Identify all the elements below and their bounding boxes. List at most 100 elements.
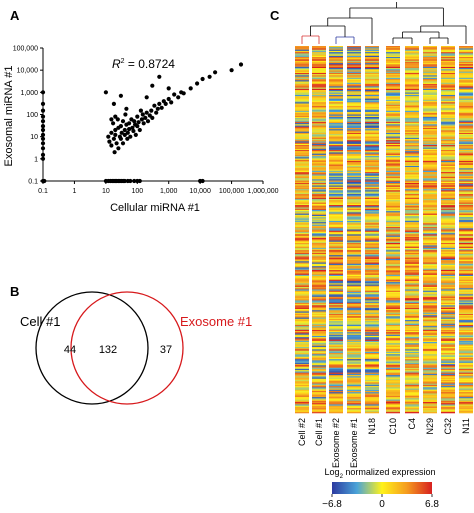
heatmap-cell	[386, 152, 400, 154]
heatmap-cell	[405, 94, 419, 97]
heatmap-cell	[459, 160, 473, 163]
heatmap-cell	[441, 296, 455, 299]
heatmap-cell	[386, 86, 400, 88]
heatmap-cell	[347, 228, 361, 230]
heatmap-cell	[312, 97, 326, 99]
heatmap-cell	[295, 96, 309, 98]
heatmap-cell	[441, 252, 455, 255]
heatmap-cell	[441, 57, 455, 59]
heatmap-cell	[347, 101, 361, 103]
heatmap-cell	[329, 379, 343, 382]
heatmap-cell	[329, 389, 343, 392]
heatmap-cell	[365, 58, 379, 60]
heatmap-cell	[386, 60, 400, 63]
heatmap-cell	[441, 331, 455, 333]
heatmap-cell	[365, 324, 379, 327]
heatmap-cell	[441, 140, 455, 142]
heatmap-cell	[347, 355, 361, 358]
heatmap-cell	[386, 234, 400, 236]
heatmap-cell	[329, 233, 343, 235]
heatmap-cell	[347, 118, 361, 120]
heatmap-cell	[423, 261, 437, 263]
heatmap-cell	[405, 136, 419, 139]
heatmap-cell	[459, 346, 473, 349]
heatmap-cell	[365, 127, 379, 130]
heatmap-cell	[295, 377, 309, 380]
heatmap-cell	[459, 316, 473, 318]
heatmap-cell	[386, 344, 400, 347]
heatmap-cell	[295, 152, 309, 154]
heatmap-cell	[295, 350, 309, 353]
heatmap-cell	[365, 404, 379, 406]
heatmap-cell	[329, 275, 343, 278]
scatter-point	[136, 120, 141, 125]
heatmap-cell	[423, 309, 437, 311]
heatmap-cell	[386, 340, 400, 343]
heatmap-cell	[295, 357, 309, 360]
heatmap-cell	[441, 174, 455, 176]
heatmap-cell	[329, 101, 343, 103]
heatmap-cell	[405, 328, 419, 331]
heatmap-cell	[347, 224, 361, 227]
heatmap-cell	[365, 170, 379, 173]
heatmap-cell	[295, 127, 309, 130]
heatmap-cell	[295, 280, 309, 283]
heatmap-cell	[386, 127, 400, 130]
heatmap-cell	[312, 298, 326, 300]
heatmap-cell	[312, 220, 326, 223]
heatmap-cell	[441, 118, 455, 120]
heatmap-cell	[365, 236, 379, 239]
heatmap-cell	[329, 167, 343, 169]
heatmap-cell	[459, 411, 473, 414]
heatmap-cell	[441, 411, 455, 414]
heatmap-cell	[441, 50, 455, 53]
heatmap-cell	[441, 55, 455, 58]
heatmap-cell	[459, 209, 473, 212]
heatmap-cell	[295, 219, 309, 222]
heatmap-cell	[347, 115, 361, 118]
heatmap-cell	[347, 273, 361, 276]
heatmap-cell	[423, 384, 437, 387]
heatmap-cell	[295, 160, 309, 163]
heatmap-cell	[459, 310, 473, 312]
heatmap-cell	[295, 267, 309, 269]
scatter-point	[118, 136, 123, 141]
heatmap-cell	[459, 408, 473, 410]
heatmap-cell	[347, 271, 361, 273]
heatmap-cell	[405, 368, 419, 371]
heatmap-cell	[312, 172, 326, 174]
heatmap-cell	[295, 255, 309, 257]
heatmap-cell	[329, 238, 343, 240]
heatmap-cell	[459, 255, 473, 257]
heatmap-cell	[365, 167, 379, 169]
heatmap-cell	[459, 146, 473, 148]
heatmap-cell	[441, 343, 455, 345]
heatmap-cell	[365, 88, 379, 91]
heatmap-cell	[441, 109, 455, 112]
heatmap-cell	[312, 57, 326, 59]
heatmap-cell	[441, 253, 455, 256]
heatmap-cell	[347, 47, 361, 49]
heatmap-cell	[459, 87, 473, 90]
heatmap-cell	[329, 81, 343, 83]
heatmap-cell	[347, 299, 361, 301]
heatmap-cell	[329, 196, 343, 198]
heatmap-cell	[365, 327, 379, 329]
heatmap-cell	[312, 145, 326, 147]
venn-count-exosome-only: 37	[160, 344, 172, 356]
heatmap-cell	[347, 349, 361, 351]
heatmap-cell	[386, 156, 400, 158]
heatmap-cell	[329, 349, 343, 351]
heatmap-cell	[329, 66, 343, 69]
heatmap-cell	[295, 386, 309, 388]
heatmap-cell	[312, 60, 326, 63]
heatmap-cell	[365, 242, 379, 245]
heatmap-cell	[347, 98, 361, 101]
heatmap-cell	[459, 306, 473, 309]
heatmap-cell	[347, 107, 361, 109]
heatmap-cell	[312, 176, 326, 179]
heatmap-cell	[441, 142, 455, 145]
venn-set-label-exosome: Exosome #1	[180, 314, 252, 329]
heatmap-cell	[441, 333, 455, 335]
